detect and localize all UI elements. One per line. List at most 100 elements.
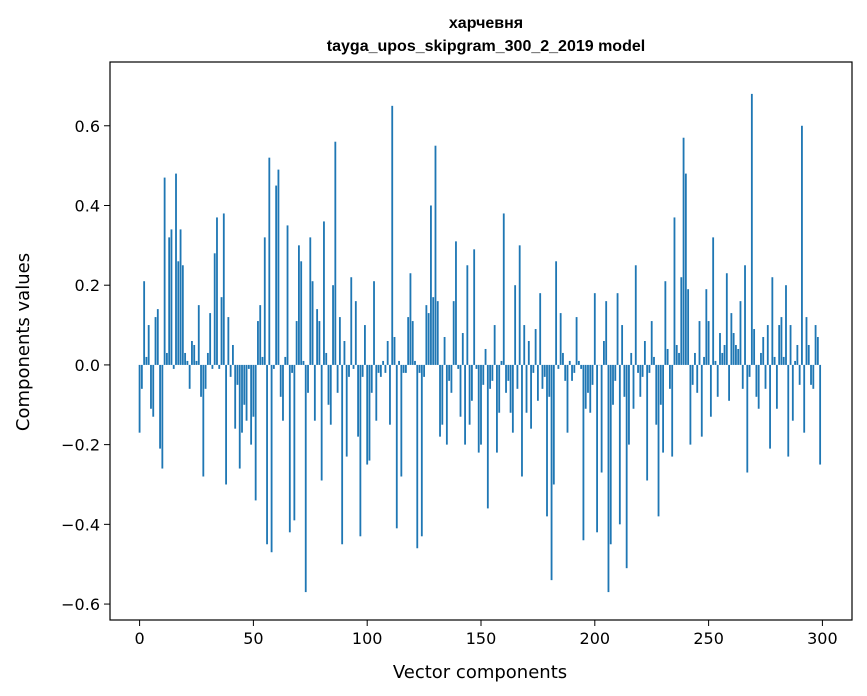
bar — [193, 344, 196, 365]
bar — [147, 325, 150, 365]
bar — [434, 145, 437, 365]
bar — [646, 364, 649, 481]
y-tick-label: −0.2 — [61, 436, 100, 455]
bar — [348, 364, 350, 377]
bar — [316, 309, 319, 365]
bar — [272, 364, 275, 369]
bar — [580, 364, 583, 369]
bar — [769, 364, 771, 449]
bar — [493, 325, 496, 365]
bar — [461, 333, 464, 365]
bar — [393, 337, 396, 365]
bar — [543, 364, 546, 377]
bar — [238, 364, 241, 469]
bar-series — [138, 93, 822, 593]
bar — [436, 301, 439, 365]
bar — [498, 364, 501, 413]
bar — [639, 364, 642, 397]
bar — [391, 105, 394, 365]
bar — [222, 213, 225, 365]
bar — [650, 321, 653, 365]
bar — [694, 352, 696, 365]
bar — [191, 341, 193, 365]
bar — [213, 253, 216, 365]
bar — [295, 321, 298, 365]
bar — [379, 364, 382, 377]
x-tick-label: 300 — [807, 629, 838, 648]
bar — [496, 364, 498, 453]
bar — [186, 360, 189, 365]
bar — [703, 356, 705, 365]
bar — [614, 364, 617, 381]
bar — [261, 356, 264, 365]
bar — [338, 317, 341, 365]
bar — [398, 360, 400, 365]
bar — [450, 364, 453, 393]
bar — [325, 352, 328, 365]
bar — [318, 321, 321, 365]
bar — [760, 352, 762, 365]
bar — [373, 281, 375, 365]
bar — [473, 249, 476, 365]
bar — [275, 185, 278, 365]
bar — [250, 364, 253, 445]
bar — [457, 364, 460, 369]
bar — [582, 364, 585, 541]
bar — [211, 364, 214, 369]
bar — [527, 341, 530, 365]
bar — [145, 356, 148, 365]
bar — [575, 317, 578, 365]
bar — [732, 333, 735, 365]
y-axis: −0.6 −0.4 −0.2 0.0 0.2 0.4 0.6 — [61, 117, 110, 614]
bar — [775, 364, 778, 409]
bar — [161, 364, 164, 469]
bar — [771, 277, 774, 365]
bar — [814, 325, 817, 365]
bar — [345, 364, 348, 457]
bar — [404, 364, 407, 373]
bar — [138, 364, 141, 433]
bar — [386, 341, 389, 365]
bar — [354, 301, 357, 365]
bar — [698, 321, 701, 365]
bar — [175, 173, 177, 365]
bar — [673, 217, 676, 365]
bar — [587, 364, 589, 393]
bar — [794, 360, 797, 365]
bar — [755, 364, 758, 397]
bar — [327, 364, 330, 405]
y-tick-label: −0.6 — [61, 595, 100, 614]
bar — [562, 352, 564, 365]
bar — [577, 360, 580, 365]
bar — [573, 364, 576, 373]
bar — [791, 364, 794, 421]
bar — [521, 364, 523, 477]
bar — [307, 364, 309, 393]
bar — [805, 317, 808, 365]
bar — [712, 237, 715, 365]
y-axis-label: Components values — [13, 253, 34, 431]
bar — [475, 364, 478, 369]
x-axis: 0 50 100 150 200 250 300 — [134, 620, 838, 648]
bar — [229, 364, 232, 377]
bar — [477, 364, 480, 453]
bar — [168, 237, 171, 365]
bar — [593, 293, 596, 365]
bar — [723, 344, 726, 365]
bar — [671, 364, 674, 457]
bar — [382, 360, 385, 365]
bar — [468, 364, 471, 425]
bar — [402, 364, 405, 373]
bar — [798, 364, 801, 385]
bar — [750, 93, 753, 365]
bar — [801, 125, 803, 365]
bar — [227, 317, 230, 365]
bar — [705, 289, 708, 365]
bar — [700, 364, 703, 437]
bar — [764, 364, 767, 389]
bar — [709, 364, 712, 417]
bar — [320, 364, 323, 481]
bar — [589, 364, 592, 413]
bar — [657, 364, 660, 517]
bar — [637, 364, 639, 373]
